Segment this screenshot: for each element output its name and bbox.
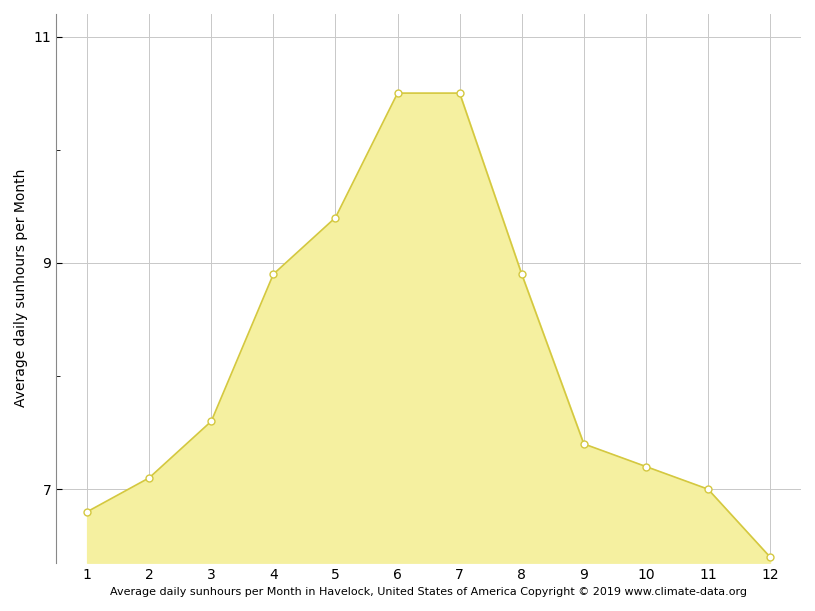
X-axis label: Average daily sunhours per Month in Havelock, United States of America Copyright: Average daily sunhours per Month in Have… — [110, 587, 747, 597]
Y-axis label: Average daily sunhours per Month: Average daily sunhours per Month — [14, 169, 28, 408]
